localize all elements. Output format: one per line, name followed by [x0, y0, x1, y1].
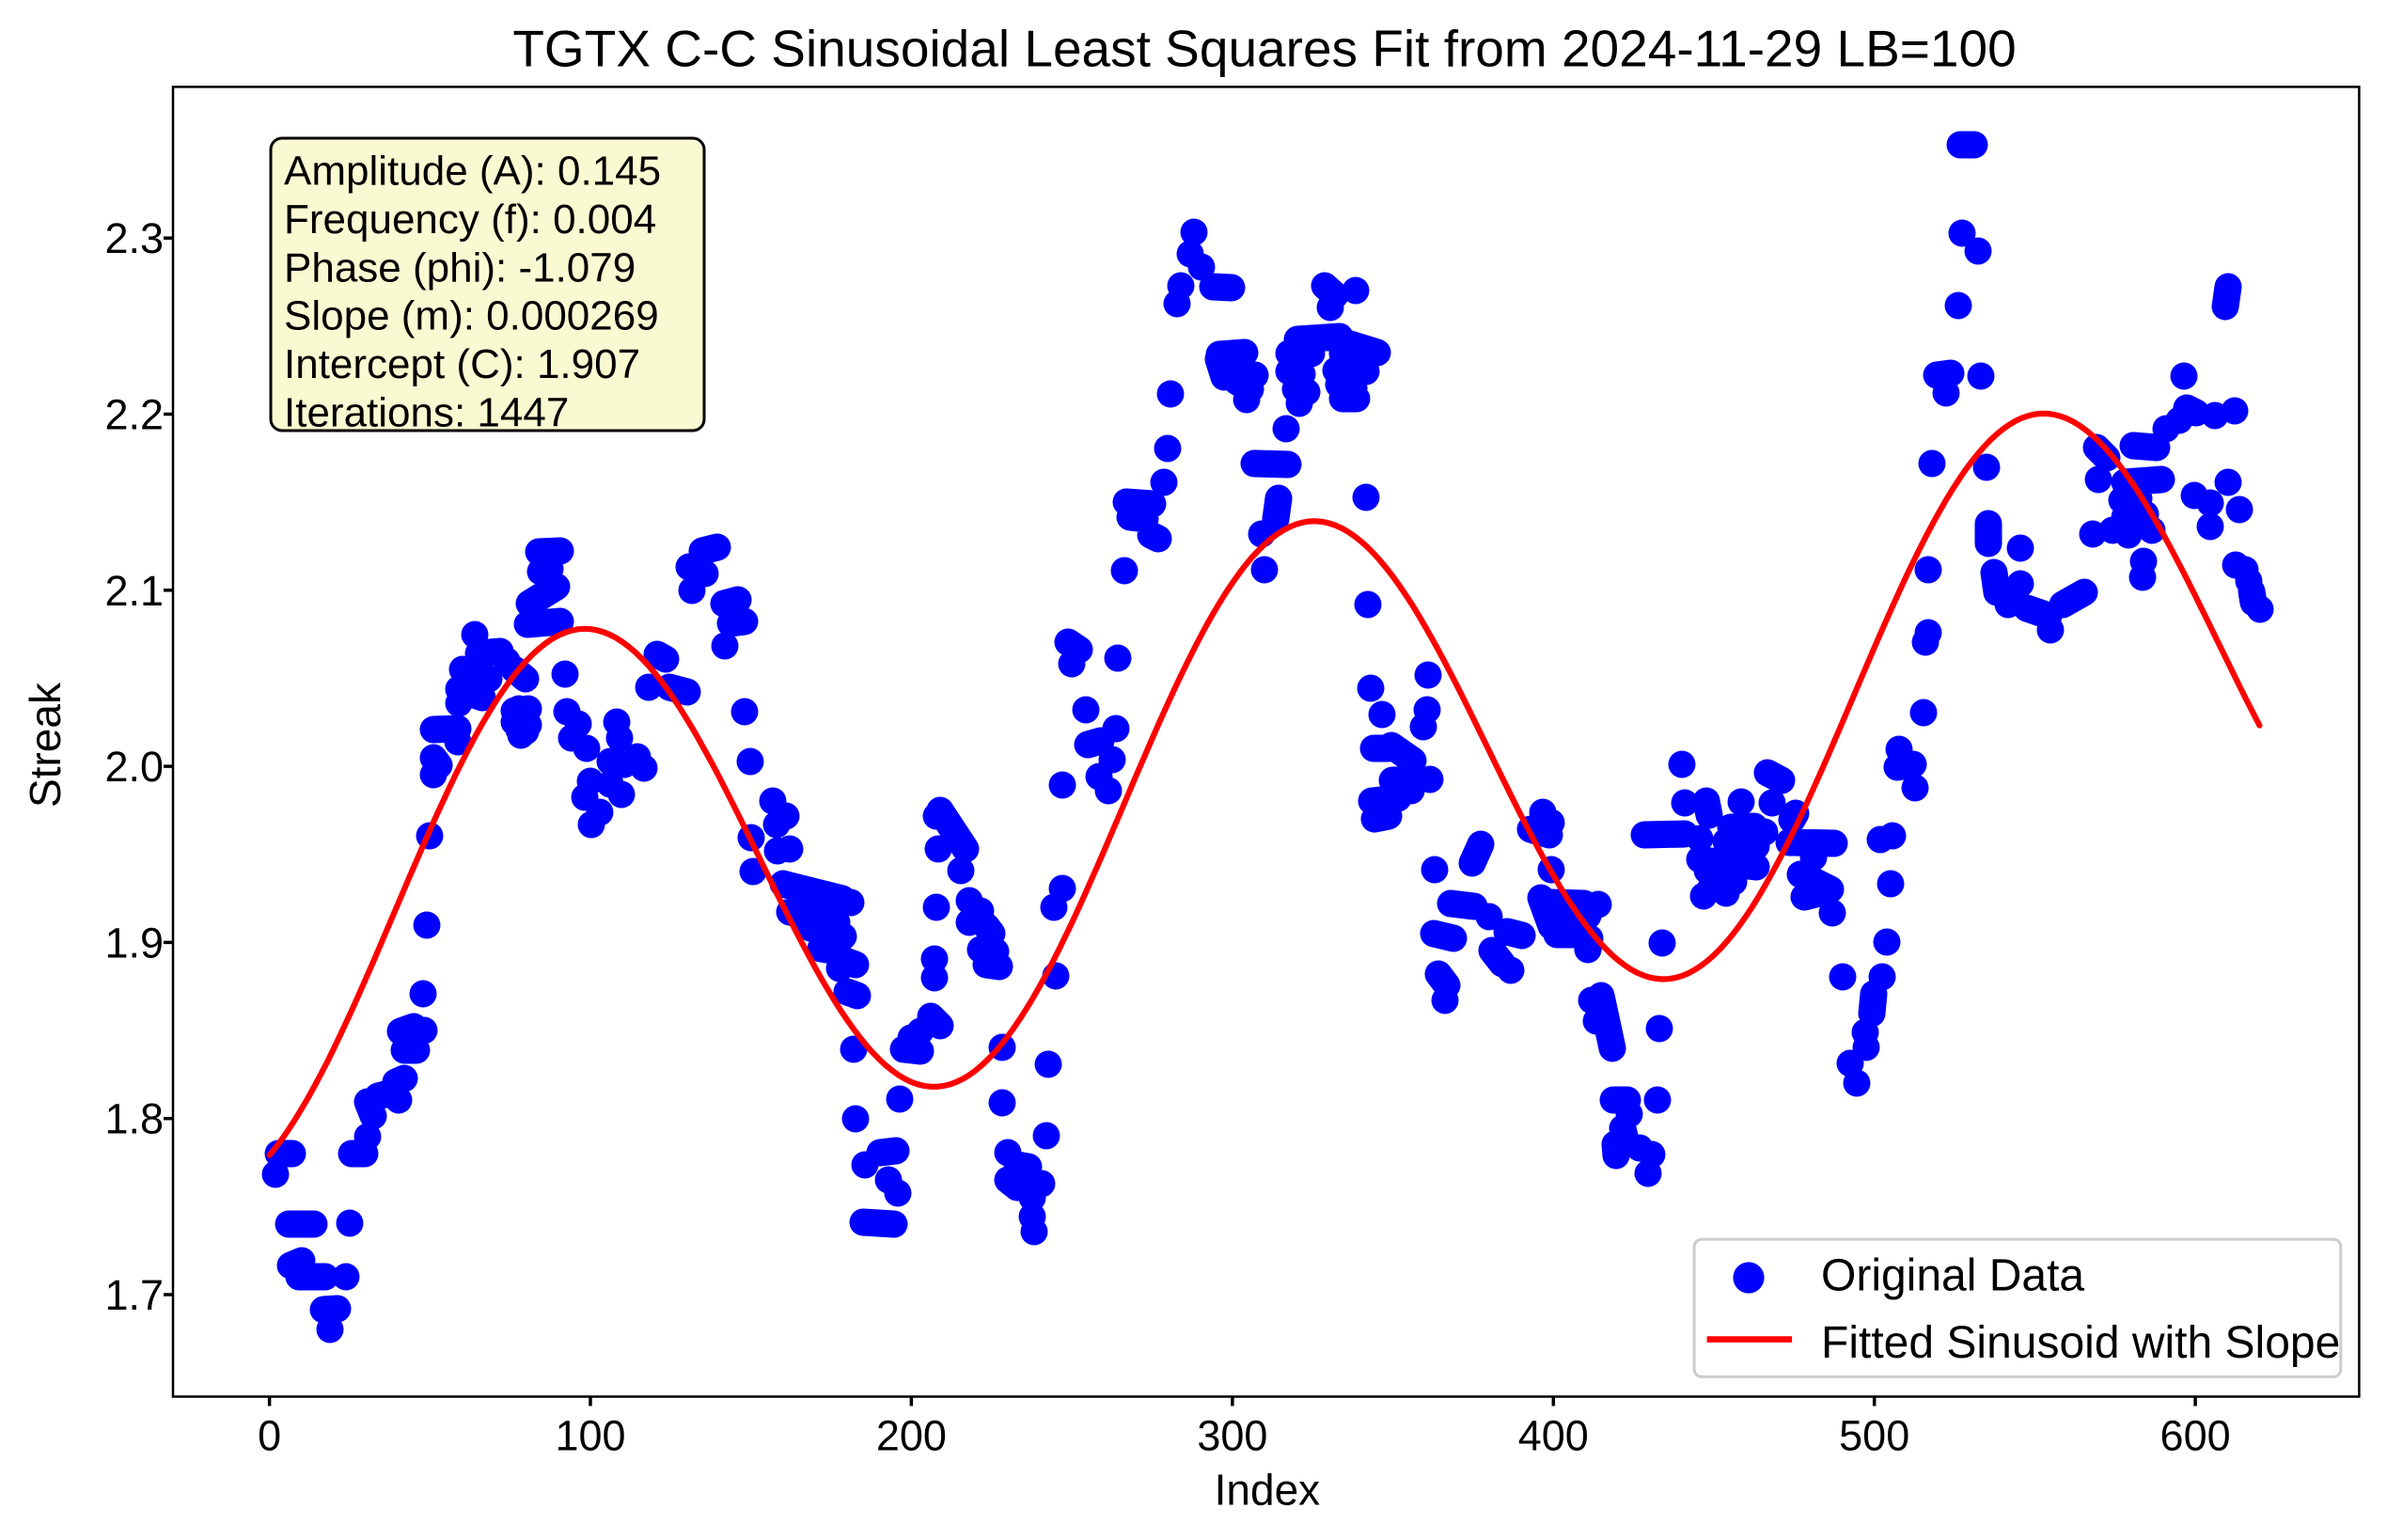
- svg-text:400: 400: [1518, 1412, 1589, 1460]
- svg-text:Iterations: 1447: Iterations: 1447: [284, 390, 569, 436]
- svg-text:2.1: 2.1: [104, 567, 164, 615]
- svg-text:Slope (m): 0.000269: Slope (m): 0.000269: [284, 293, 659, 339]
- svg-text:Streak: Streak: [21, 682, 70, 808]
- svg-text:200: 200: [876, 1412, 947, 1460]
- svg-text:500: 500: [1839, 1412, 1909, 1460]
- svg-text:Frequency (f): 0.004: Frequency (f): 0.004: [284, 196, 656, 243]
- svg-text:Original Data: Original Data: [1821, 1251, 2084, 1301]
- svg-text:2.2: 2.2: [104, 391, 164, 439]
- svg-text:Index: Index: [1215, 1465, 1321, 1514]
- svg-text:Fitted Sinusoid with Slope: Fitted Sinusoid with Slope: [1821, 1318, 2340, 1368]
- svg-text:100: 100: [555, 1412, 625, 1460]
- svg-text:1.9: 1.9: [104, 919, 164, 966]
- svg-text:TGTX C-C Sinusoidal Least Squa: TGTX C-C Sinusoidal Least Squares Fit fr…: [512, 20, 2016, 78]
- svg-text:1.7: 1.7: [104, 1271, 164, 1319]
- svg-text:Intercept (C): 1.907: Intercept (C): 1.907: [284, 341, 640, 387]
- svg-text:600: 600: [2160, 1412, 2231, 1460]
- svg-text:0: 0: [258, 1412, 281, 1460]
- svg-text:Phase (phi): -1.079: Phase (phi): -1.079: [284, 244, 636, 291]
- svg-text:Amplitude (A): 0.145: Amplitude (A): 0.145: [284, 149, 661, 195]
- svg-text:2.3: 2.3: [104, 214, 164, 262]
- svg-text:1.8: 1.8: [104, 1095, 164, 1143]
- svg-text:300: 300: [1197, 1412, 1267, 1460]
- svg-text:2.0: 2.0: [104, 743, 164, 791]
